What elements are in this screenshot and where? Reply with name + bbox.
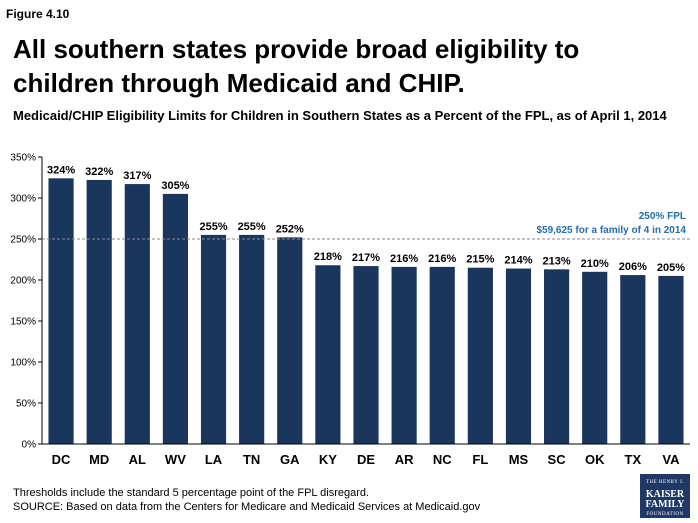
bar-md (86, 179, 112, 444)
y-tick-label: 300% (10, 194, 36, 205)
bar-va (658, 275, 684, 444)
bar-la (200, 234, 227, 444)
footnote: Thresholds include the standard 5 percen… (13, 486, 480, 514)
x-tick-label: AL (129, 452, 146, 467)
logo-line-2: KAISER (645, 489, 685, 500)
x-tick-label: DE (357, 452, 375, 467)
data-label: 218% (314, 251, 342, 263)
bar-tx (620, 275, 646, 444)
x-tick-label: DC (52, 452, 71, 467)
x-tick-label: NC (433, 452, 452, 467)
bar-wv (162, 193, 188, 444)
logo-line-4: FOUNDATION (646, 512, 684, 517)
y-tick-label: 250% (10, 235, 36, 246)
data-label: 305% (161, 180, 189, 192)
y-tick-label: 0% (22, 440, 37, 451)
x-tick-label: MD (89, 452, 109, 467)
data-label: 255% (199, 221, 227, 233)
data-label: 252% (276, 223, 304, 235)
data-label: 216% (428, 253, 456, 265)
data-label: 210% (581, 258, 609, 270)
x-tick-label: KY (319, 452, 337, 467)
y-tick-label: 350% (10, 153, 36, 164)
bar-tn (239, 234, 265, 444)
data-label: 213% (543, 255, 571, 267)
chart-title: All southern states provide broad eligib… (13, 34, 580, 98)
logo-line-3: FAMILY (645, 499, 685, 510)
reference-label-line-1: 250% FPL (639, 211, 686, 222)
data-label: 206% (619, 261, 647, 273)
bar-nc (429, 266, 455, 444)
x-tick-label: TN (243, 452, 260, 467)
footnote-note: Thresholds include the standard 5 percen… (13, 487, 370, 499)
data-label: 324% (47, 164, 75, 176)
bar-fl (467, 267, 493, 444)
bar-ky (315, 265, 341, 444)
x-tick-label: WV (165, 452, 186, 467)
bar-ar (391, 266, 417, 444)
x-tick-label: LA (205, 452, 223, 467)
data-label: 255% (238, 221, 266, 233)
x-tick-label: FL (472, 452, 488, 467)
data-label: 214% (504, 255, 532, 267)
kff-logo: THE HENRY J. KAISER FAMILY FOUNDATION (640, 474, 690, 518)
x-tick-label: VA (662, 452, 680, 467)
bar-de (353, 266, 379, 444)
y-tick-label: 100% (10, 358, 36, 369)
x-tick-label: OK (585, 452, 605, 467)
y-tick-label: 200% (10, 276, 36, 287)
bar-ok (582, 271, 608, 444)
x-tick-label: AR (395, 452, 414, 467)
bar-al (124, 184, 150, 444)
data-label: 215% (466, 254, 494, 266)
x-tick-label: MS (509, 452, 529, 467)
bar-ms (505, 268, 532, 444)
x-tick-label: GA (280, 452, 300, 467)
data-label: 217% (352, 252, 380, 264)
bar-sc (544, 269, 570, 444)
data-label: 317% (123, 170, 151, 182)
y-tick-label: 50% (16, 399, 36, 410)
x-tick-label: TX (625, 452, 642, 467)
bar-chart: 0% 50% 100% 150% 200% 250% 300% 350% 324% DC 322% M… (10, 153, 690, 467)
reference-label-line-2: $59,625 for a family of 4 in 2014 (536, 225, 686, 236)
figure-label: Figure 4.10 (6, 7, 70, 21)
x-tick-label: SC (548, 452, 567, 467)
data-label: 216% (390, 253, 418, 265)
y-tick-label: 150% (10, 317, 36, 328)
data-label: 322% (85, 166, 113, 178)
footnote-source: SOURCE: Based on data from the Centers f… (13, 501, 481, 513)
data-label: 205% (657, 262, 685, 274)
bar-ga (277, 237, 303, 444)
bar-dc (48, 178, 74, 444)
chart-subtitle: Medicaid/CHIP Eligibility Limits for Chi… (13, 108, 667, 123)
logo-line-1: THE HENRY J. (645, 480, 685, 485)
